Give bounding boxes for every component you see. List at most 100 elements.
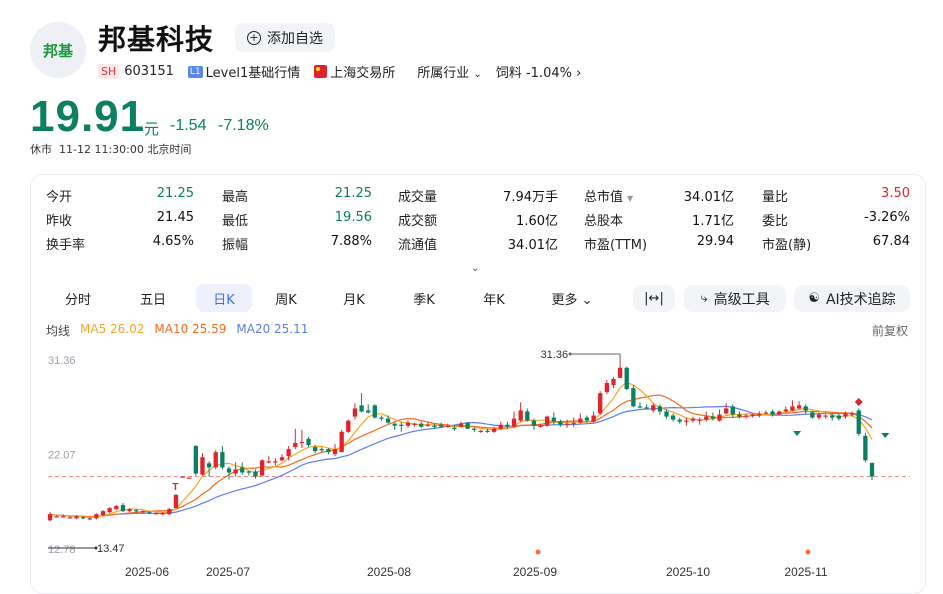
- ma20-value: MA20 25.11: [236, 322, 309, 336]
- industry-label: 所属行业: [417, 66, 470, 81]
- svg-text:13.47: 13.47: [97, 543, 125, 555]
- stat-item: 成交量 7.94万手: [398, 186, 558, 205]
- stat-item: 流通值 34.01亿: [398, 234, 558, 253]
- stat-item: 今开 21.25: [46, 186, 194, 205]
- stat-item: 委比 -3.26%: [762, 210, 910, 229]
- chevron-down-icon: ⌄: [473, 69, 482, 80]
- ma5-value: MA5 26.02: [80, 322, 145, 336]
- price-change: -1.54: [170, 117, 207, 134]
- expand-stats-chevron-icon[interactable]: ⌄: [471, 263, 480, 274]
- ma10-value: MA10 25.59: [154, 322, 227, 336]
- stat-value: 1.60亿: [516, 214, 558, 229]
- ai-spiral-icon: ☯: [808, 291, 820, 306]
- stat-value: 1.71亿: [692, 214, 734, 229]
- stock-code: 603151: [124, 64, 174, 79]
- advanced-tools-label: 高级工具: [713, 291, 770, 308]
- fit-width-icon: |↔|: [644, 291, 664, 306]
- kline-chart[interactable]: 31.36 22.07 12.78 31.36 13.47 T 2025-06 2025-07…: [30, 340, 910, 585]
- stat-value: 21.25: [334, 186, 372, 201]
- price-change-pct: -7.18%: [218, 117, 269, 134]
- stat-item: 振幅 7.88%: [222, 234, 372, 253]
- stat-item: 最低 19.56: [222, 210, 372, 229]
- stat-item: 市盈(静) 67.84: [762, 234, 910, 253]
- market-status: 休市 11-12 11:30:00 北京时间: [30, 141, 191, 157]
- ai-tracking-button[interactable]: ☯ AI技术追踪: [794, 285, 910, 312]
- stat-item: 昨收 21.45: [46, 210, 194, 229]
- stat-label: 量比: [762, 190, 789, 205]
- stat-label: 流通值: [398, 238, 438, 253]
- y-axis-label: 12.78: [48, 544, 76, 556]
- tab-4[interactable]: 月K: [343, 292, 365, 308]
- stat-value: 7.88%: [330, 234, 372, 249]
- stat-label: 成交量: [398, 190, 438, 205]
- stat-label: 市盈(静): [762, 238, 812, 253]
- stat-value: 3.50: [881, 186, 910, 201]
- tab-7[interactable]: 更多 ⌄: [551, 292, 593, 308]
- stat-label: 换手率: [46, 238, 86, 253]
- ai-tracking-label: AI技术追踪: [825, 291, 896, 308]
- stock-name: 邦基科技: [98, 23, 215, 56]
- add-to-watchlist-button[interactable]: + 添加自选: [235, 23, 335, 52]
- level1-label: Level1基础行情: [205, 66, 301, 81]
- industry-name: 饲料: [495, 66, 522, 81]
- stock-meta: SH 603151 L1 Level1基础行情 上海交易所 所属行业 ⌄ 饲料 …: [98, 62, 581, 81]
- svg-text:31.36: 31.36: [541, 349, 569, 361]
- y-axis-label: 22.07: [48, 450, 76, 462]
- stat-label: 总市值 ▼: [584, 190, 634, 205]
- stat-value: 34.01亿: [507, 238, 558, 253]
- tab-0[interactable]: 分时: [64, 292, 91, 308]
- current-price: 19.91: [30, 92, 146, 141]
- add-to-watchlist-label: 添加自选: [267, 30, 323, 47]
- stat-item: 量比 3.50: [762, 186, 910, 205]
- stat-item: 市盈(TTM) 29.94: [584, 234, 734, 253]
- svg-text:T: T: [172, 482, 178, 493]
- china-flag-icon: [314, 65, 328, 78]
- industry-change: -1.04%: [525, 66, 572, 81]
- stat-label: 最低: [222, 214, 249, 229]
- tab-5[interactable]: 季K: [413, 292, 435, 308]
- x-axis-label: 2025-11: [784, 565, 827, 579]
- stat-label: 振幅: [222, 238, 249, 253]
- plus-circle-icon: +: [247, 30, 261, 45]
- price-adjust-toggle[interactable]: 前复权: [871, 324, 908, 338]
- stat-value: 7.94万手: [503, 190, 558, 205]
- tab-3[interactable]: 周K: [275, 292, 297, 308]
- caret-down-icon: ▼: [627, 194, 634, 203]
- level1-icon: L1: [187, 65, 203, 78]
- x-axis-label: 2025-10: [666, 565, 710, 579]
- stat-value: 67.84: [872, 234, 910, 249]
- x-axis-label: 2025-09: [513, 565, 557, 579]
- tab-2[interactable]: 日K: [196, 284, 252, 312]
- stat-item: 总股本 1.71亿: [584, 210, 734, 229]
- price-unit: 元: [144, 120, 160, 138]
- stat-value: 29.94: [696, 234, 734, 249]
- tab-6[interactable]: 年K: [483, 292, 505, 308]
- x-axis-label: 2025-06: [125, 565, 169, 579]
- fit-chart-button[interactable]: |↔|: [633, 285, 675, 312]
- moving-average-legend: 均线 MA5 26.02 MA10 25.59 MA20 25.11: [46, 322, 308, 339]
- advanced-tools-button[interactable]: ⤷ 高级工具: [684, 285, 786, 312]
- stat-value: 34.01亿: [683, 190, 734, 205]
- status-text: 休市: [30, 143, 52, 156]
- stat-value: 21.45: [156, 210, 194, 225]
- industry-link[interactable]: 饲料 -1.04% ›: [496, 62, 582, 81]
- stat-value: -3.26%: [864, 210, 910, 225]
- stat-value: 21.25: [156, 186, 194, 201]
- stat-label: 总股本: [584, 214, 624, 229]
- industry-dropdown[interactable]: 所属行业 ⌄: [417, 62, 482, 81]
- exchange-tag: SH: [98, 64, 120, 79]
- drawing-tool-icon: ⤷: [700, 291, 708, 306]
- stat-item: 换手率 4.65%: [46, 234, 194, 253]
- exchange-name: 上海交易所: [330, 66, 396, 81]
- ma-label: 均线: [46, 324, 71, 338]
- stat-item[interactable]: 总市值 ▼ 34.01亿: [584, 186, 734, 205]
- x-axis-label: 2025-07: [206, 565, 250, 579]
- x-axis-label: 2025-08: [367, 565, 411, 579]
- stat-label: 今开: [46, 190, 73, 205]
- stat-label: 最高: [222, 190, 249, 205]
- chevron-right-icon: ›: [576, 66, 582, 81]
- tab-1[interactable]: 五日: [139, 292, 166, 308]
- quote-time: 11-12 11:30:00: [59, 143, 144, 156]
- stat-label: 成交额: [398, 214, 438, 229]
- y-axis-label: 31.36: [48, 355, 76, 367]
